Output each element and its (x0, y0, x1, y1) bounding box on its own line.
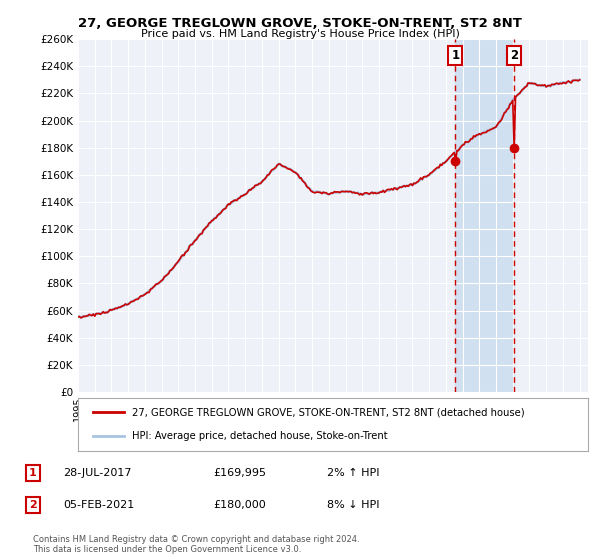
Text: 27, GEORGE TREGLOWN GROVE, STOKE-ON-TRENT, ST2 8NT: 27, GEORGE TREGLOWN GROVE, STOKE-ON-TREN… (78, 17, 522, 30)
Text: 27, GEORGE TREGLOWN GROVE, STOKE-ON-TRENT, ST2 8NT (detached house): 27, GEORGE TREGLOWN GROVE, STOKE-ON-TREN… (131, 408, 524, 418)
Text: 05-FEB-2021: 05-FEB-2021 (63, 500, 134, 510)
Text: £180,000: £180,000 (213, 500, 266, 510)
Bar (455, 39, 514, 392)
Text: 1: 1 (29, 468, 37, 478)
Text: Contains HM Land Registry data © Crown copyright and database right 2024.
This d: Contains HM Land Registry data © Crown c… (33, 535, 359, 554)
Text: 1: 1 (451, 49, 460, 62)
Text: 2: 2 (510, 49, 518, 62)
Text: 28-JUL-2017: 28-JUL-2017 (63, 468, 131, 478)
Text: Price paid vs. HM Land Registry's House Price Index (HPI): Price paid vs. HM Land Registry's House … (140, 29, 460, 39)
Text: £169,995: £169,995 (213, 468, 266, 478)
Text: HPI: Average price, detached house, Stoke-on-Trent: HPI: Average price, detached house, Stok… (131, 431, 387, 441)
Text: 2% ↑ HPI: 2% ↑ HPI (327, 468, 380, 478)
Text: 8% ↓ HPI: 8% ↓ HPI (327, 500, 380, 510)
Text: 2: 2 (29, 500, 37, 510)
